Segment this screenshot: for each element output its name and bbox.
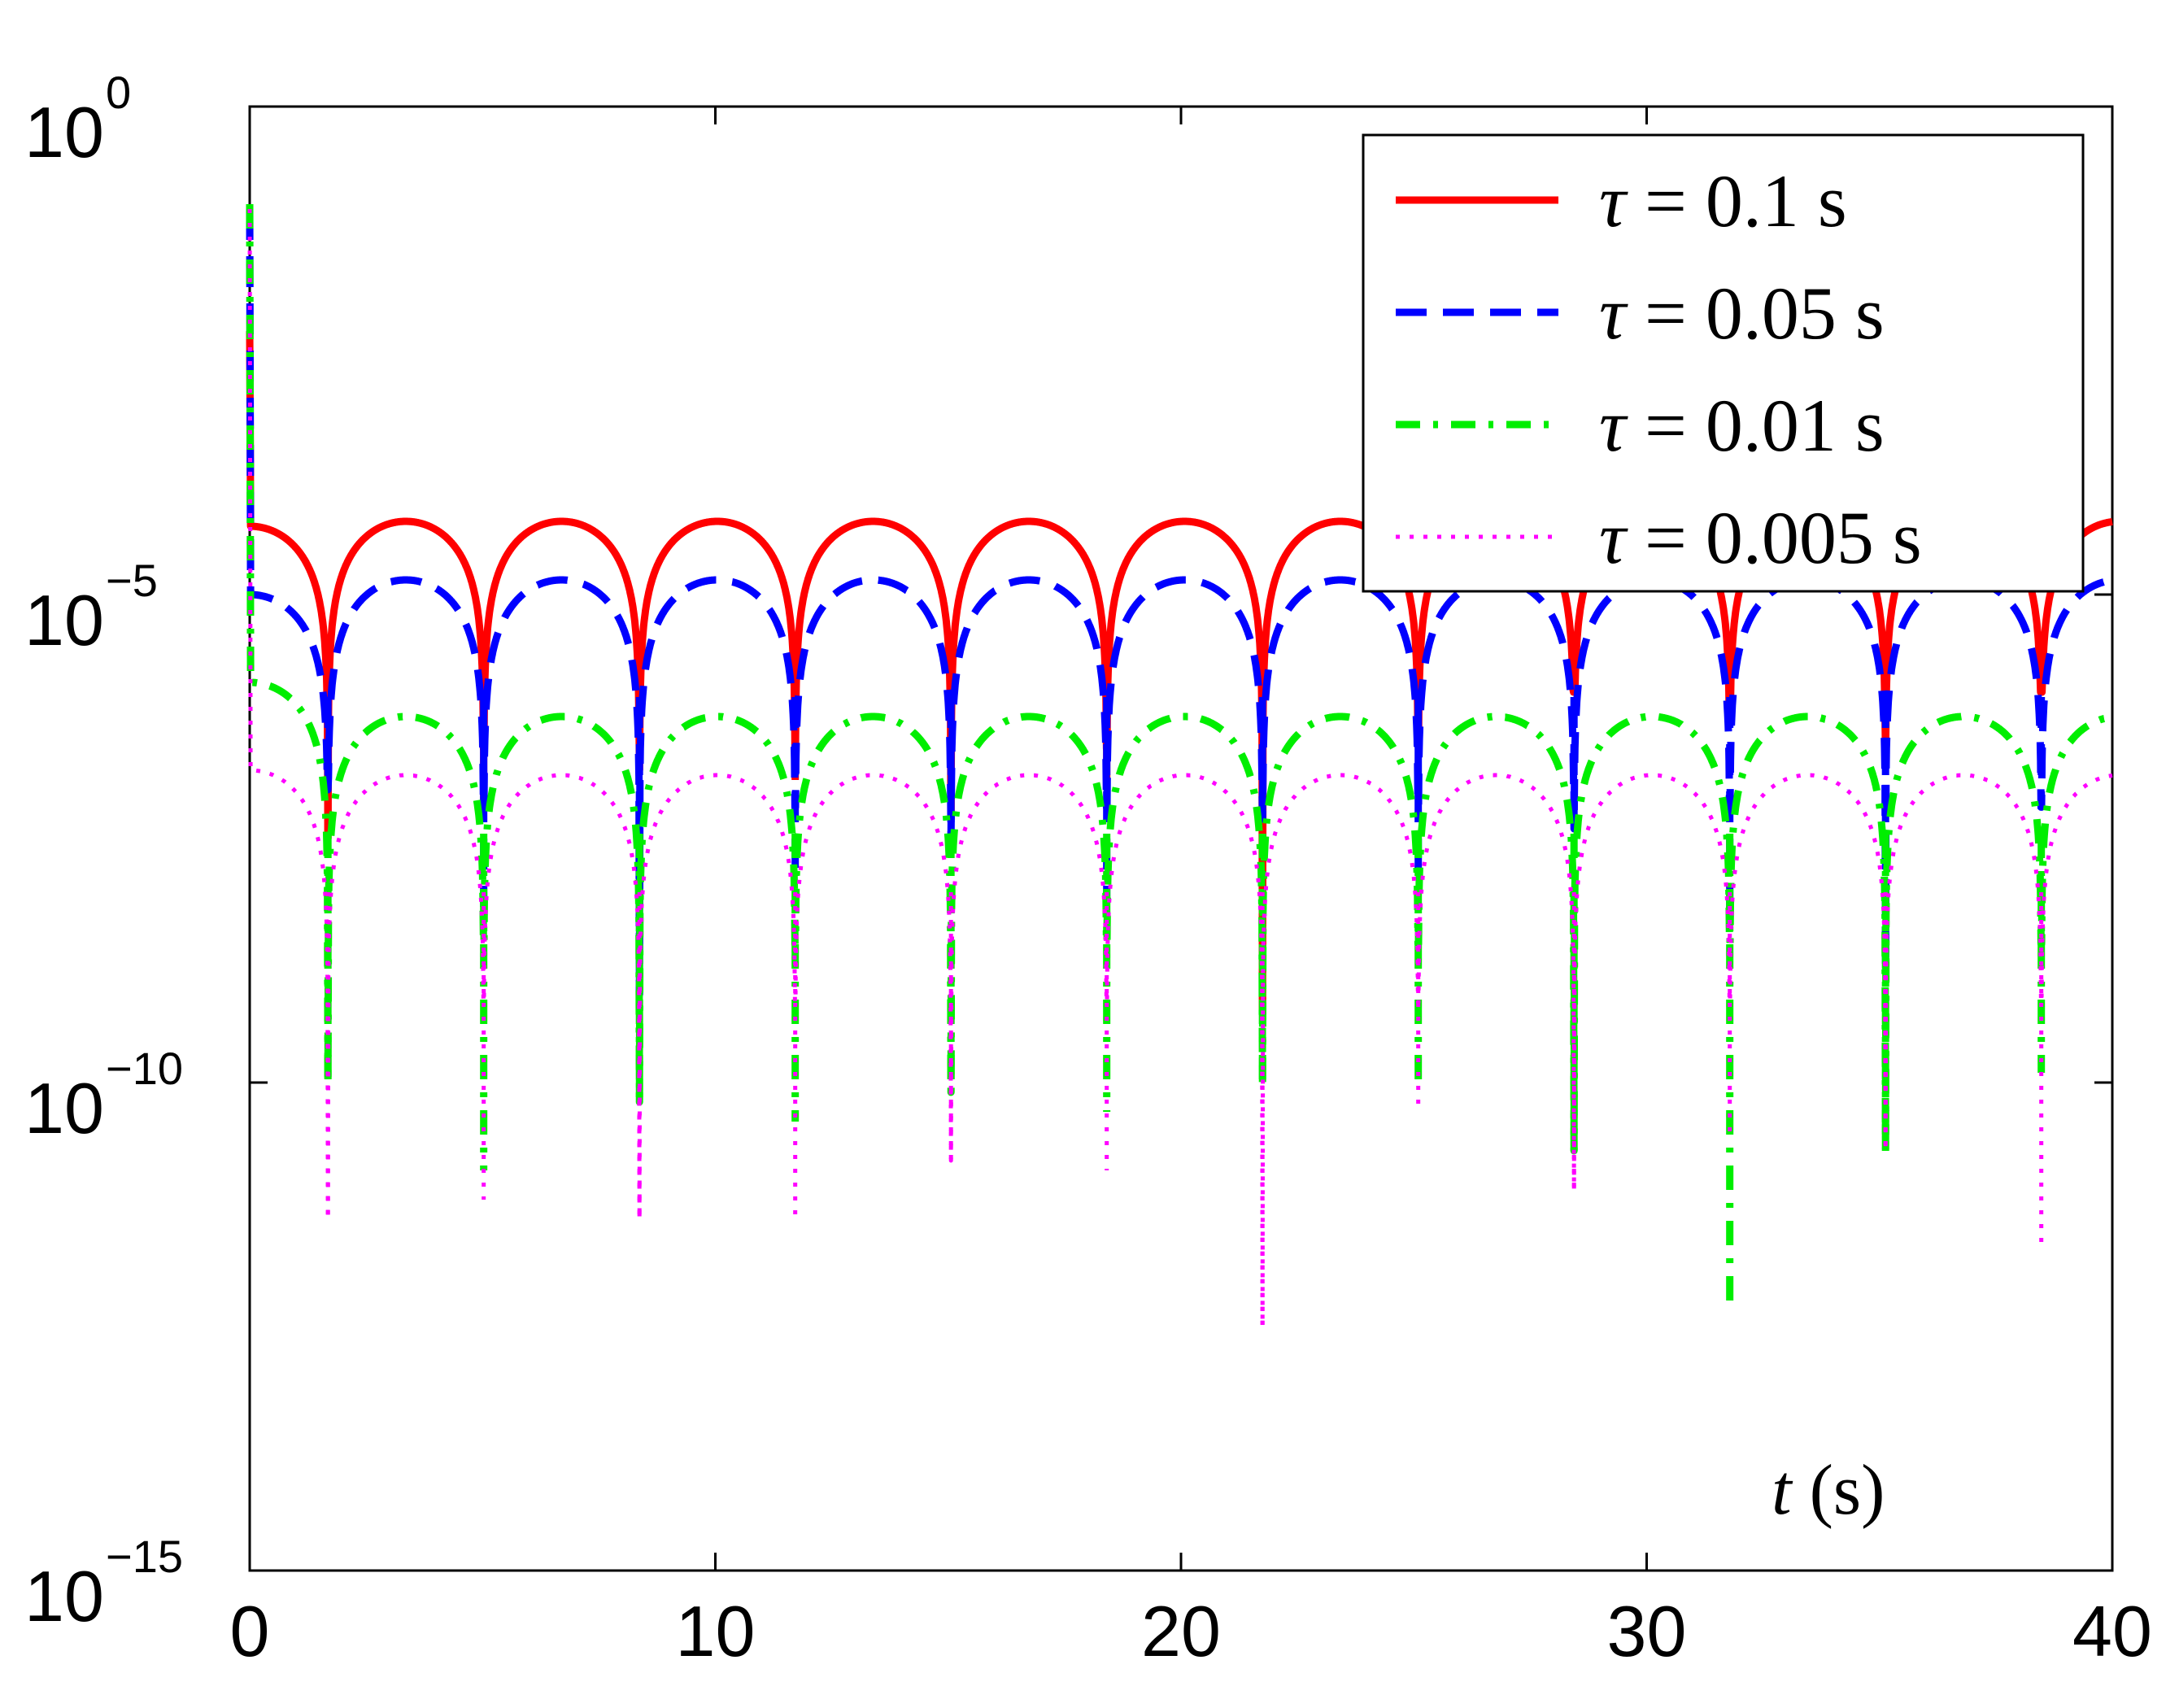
legend-label: τ = 0.01 s [1599, 384, 1885, 467]
legend-label-value: = 0.05 s [1626, 272, 1885, 355]
legend-entry: τ = 0.01 s [1396, 384, 1885, 467]
legend-label: τ = 0.1 s [1599, 159, 1847, 242]
legend: τ = 0.1 sτ = 0.05 sτ = 0.01 sτ = 0.005 s [1362, 133, 2085, 593]
y-tick-label: 10 0 [24, 67, 131, 172]
y-tick-label-base: 10 [24, 92, 104, 172]
legend-label-tau: τ [1599, 272, 1628, 355]
legend-label-value: = 0.01 s [1626, 384, 1885, 467]
y-tick-label: 10 −5 [24, 555, 158, 660]
y-tick-label: 10 −15 [24, 1531, 183, 1636]
legend-label: τ = 0.005 s [1599, 496, 1922, 579]
x-tick-label: 0 [230, 1591, 270, 1671]
y-tick-label-exponent: −10 [106, 1043, 183, 1094]
legend-entry: τ = 0.05 s [1396, 272, 1885, 355]
y-tick-label-base: 10 [24, 1556, 104, 1636]
legend-entry: τ = 0.005 s [1396, 496, 1922, 579]
x-tick-labels: 0 10 20 30 40 [230, 1591, 2152, 1671]
x-axis-label-unit: (s) [1792, 1451, 1885, 1530]
y-tick-label-base: 10 [24, 580, 104, 660]
y-tick-label-exponent: −15 [106, 1531, 183, 1582]
series-line [246, 203, 2116, 1155]
legend-label-tau: τ [1599, 496, 1628, 579]
x-axis-label: t (s) [1772, 1451, 1885, 1530]
y-tick-label-exponent: −5 [106, 555, 158, 606]
y-tick-label: 10 −10 [24, 1043, 183, 1148]
legend-label-value: = 0.1 s [1626, 159, 1847, 242]
y-tick-label-exponent: 0 [106, 67, 131, 118]
legend-label-tau: τ [1599, 159, 1628, 242]
y-tick-label-base: 10 [24, 1068, 104, 1148]
axis-ticks [248, 105, 2114, 1572]
legend-label: τ = 0.05 s [1599, 272, 1885, 355]
x-tick-label: 40 [2072, 1591, 2152, 1671]
series-line [246, 208, 2116, 999]
legend-label-tau: τ [1599, 384, 1628, 467]
x-axis-label-var: t [1772, 1451, 1793, 1530]
x-tick-label: 10 [676, 1591, 756, 1671]
legend-entry: τ = 0.1 s [1396, 159, 1847, 242]
x-tick-label: 30 [1607, 1591, 1687, 1671]
legend-label-value: = 0.005 s [1626, 496, 1922, 579]
x-tick-label: 20 [1141, 1591, 1221, 1671]
series-4 [247, 208, 2114, 1329]
legend-box [1362, 133, 2085, 593]
